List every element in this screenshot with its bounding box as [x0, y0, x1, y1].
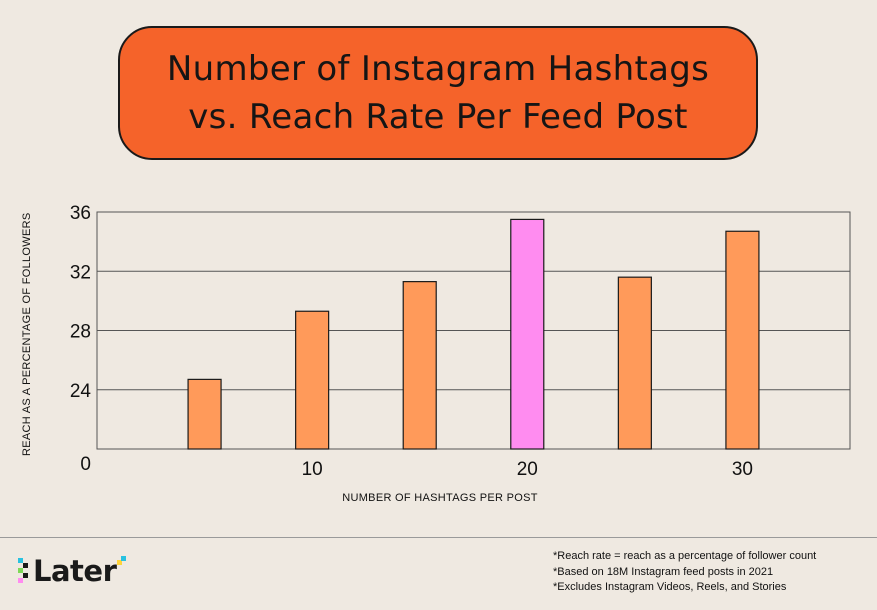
x-axis-label: NUMBER OF HASHTAGS PER POST [342, 492, 538, 504]
y-axis-label: REACH AS A PERCENTAGE OF FOLLOWERS [21, 212, 33, 457]
plot-frame [96, 211, 851, 450]
x-tick-label: 10 [302, 459, 323, 480]
footer-divider [0, 537, 877, 538]
y-tick-label: 32 [70, 262, 91, 283]
chart-title-line-2: vs. Reach Rate Per Feed Post [188, 97, 688, 137]
logo-accent-icon [116, 554, 127, 588]
y-tick-label: 24 [70, 381, 92, 402]
y-tick-label: 28 [70, 322, 91, 343]
x-tick-label: 30 [732, 459, 753, 480]
logo-text: Later [33, 554, 117, 588]
bar [510, 218, 545, 450]
footnotes: *Reach rate = reach as a percentage of f… [553, 549, 873, 596]
chart-title-line-1: Number of Instagram Hashtags [166, 49, 710, 89]
y-origin-label: 0 [80, 454, 91, 475]
bar [187, 378, 222, 450]
bar [402, 281, 437, 450]
footnote: *Excludes Instagram Videos, Reels, and S… [553, 581, 787, 593]
later-logo: Later [16, 551, 127, 591]
bar [295, 310, 330, 450]
y-tick-label: 36 [70, 203, 91, 224]
bar [617, 276, 652, 450]
footnote: *Reach rate = reach as a percentage of f… [553, 550, 817, 562]
logo-pixel-icon [16, 554, 32, 588]
bar-chart: 24 28 32 36 0 10 20 30 [70, 203, 851, 480]
bar [725, 230, 760, 450]
x-tick-label: 20 [517, 459, 538, 480]
footnote: *Based on 18M Instagram feed posts in 20… [553, 565, 774, 578]
title-box: Number of Instagram Hashtags vs. Reach R… [118, 26, 758, 160]
